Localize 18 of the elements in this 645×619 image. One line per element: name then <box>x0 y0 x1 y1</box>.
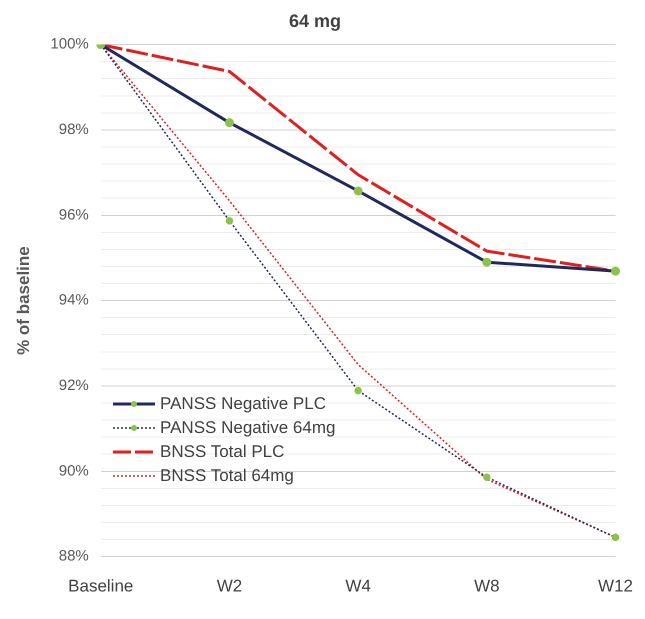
x-tick-label: W12 <box>598 576 634 596</box>
y-tick-label: 92% <box>58 377 89 394</box>
y-tick-label: 98% <box>58 121 89 138</box>
chart-title: 64 mg <box>288 10 342 31</box>
legend-label: BNSS Total PLC <box>160 442 284 462</box>
legend-label: PANSS Negative 64mg <box>160 418 336 438</box>
y-tick-label: 94% <box>58 292 89 309</box>
y-tick-label: 96% <box>58 206 89 224</box>
x-tick-label: Baseline <box>68 576 134 596</box>
y-tick-label: 100% <box>50 36 89 53</box>
x-tick-label: W2 <box>216 576 242 596</box>
legend-label: BNSS Total 64mg <box>160 466 294 486</box>
x-tick-label: W8 <box>474 576 500 596</box>
legend-label: PANSS Negative PLC <box>160 394 326 414</box>
y-tick-label: 88% <box>58 548 89 565</box>
y-tick-label: 90% <box>58 462 89 480</box>
x-tick-label: W4 <box>345 576 371 596</box>
y-axis-title: % of baseline <box>14 246 33 355</box>
